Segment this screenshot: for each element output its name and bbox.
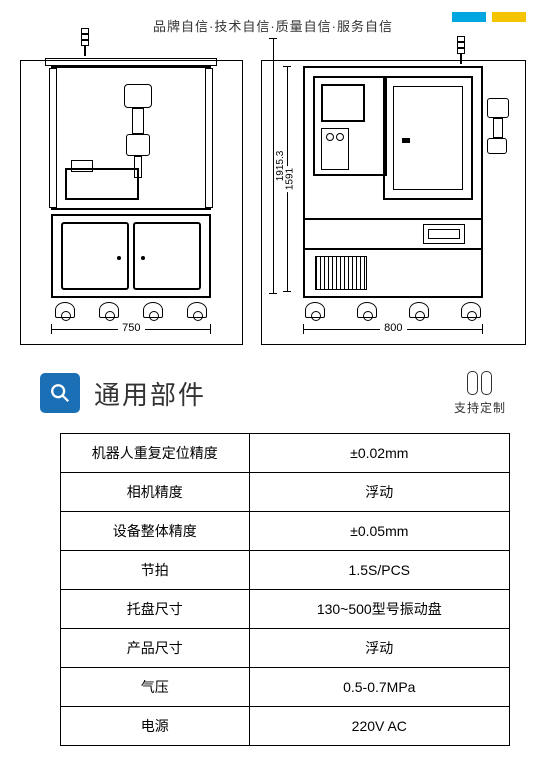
dimension-width-left: 750 <box>51 322 211 340</box>
table-row: 节拍1.5S/PCS <box>61 551 510 590</box>
table-row: 托盘尺寸130~500型号振动盘 <box>61 590 510 629</box>
spec-value: ±0.02mm <box>249 434 509 473</box>
spec-value: 1.5S/PCS <box>249 551 509 590</box>
dimension-height-inner: 1591 <box>277 66 297 292</box>
spec-key: 相机精度 <box>61 473 250 512</box>
diagram-row: 750 1915.3 1591 <box>0 46 546 355</box>
stack-light-icon <box>457 36 465 60</box>
table-row: 产品尺寸浮动 <box>61 629 510 668</box>
worktable-icon <box>65 168 139 200</box>
table-row: 设备整体精度±0.05mm <box>61 512 510 551</box>
table-row: 气压0.5-0.7MPa <box>61 668 510 707</box>
control-buttons-icon <box>321 128 349 170</box>
spec-key: 机器人重复定位精度 <box>61 434 250 473</box>
pendant-icon <box>423 224 465 244</box>
spec-value: 浮动 <box>249 629 509 668</box>
spec-table: 机器人重复定位精度±0.02mm相机精度浮动设备整体精度±0.05mm节拍1.5… <box>60 433 510 746</box>
customization-badge: 支持定制 <box>454 371 506 416</box>
diagram-left-box: 750 <box>20 60 243 345</box>
robot-arm-icon <box>124 84 154 174</box>
spec-value: 220V AC <box>249 707 509 746</box>
spec-key: 气压 <box>61 668 250 707</box>
machine-drawing-1: 750 <box>51 58 211 318</box>
robot-arm-icon <box>481 98 511 156</box>
spec-value: 浮动 <box>249 473 509 512</box>
spec-key: 设备整体精度 <box>61 512 250 551</box>
caster-wheel-icon <box>461 302 481 318</box>
table-row: 相机精度浮动 <box>61 473 510 512</box>
table-row: 电源220V AC <box>61 707 510 746</box>
machine-drawing-2: 1915.3 1591 <box>303 66 483 318</box>
spec-value: ±0.05mm <box>249 512 509 551</box>
section-heading-row: 通用部件 支持定制 <box>0 355 546 419</box>
cabinet-door-icon <box>61 222 129 290</box>
enclosure-door-icon <box>383 76 473 200</box>
search-icon <box>40 373 80 413</box>
cabinet-door-icon <box>133 222 201 290</box>
spec-key: 托盘尺寸 <box>61 590 250 629</box>
spec-key: 产品尺寸 <box>61 629 250 668</box>
hmi-screen-icon <box>321 84 365 122</box>
capsule-icon <box>454 371 506 395</box>
caster-wheel-icon <box>409 302 429 318</box>
caster-wheel-icon <box>143 302 163 318</box>
dimension-width-right: 800 <box>303 322 483 340</box>
vent-grille-icon <box>315 256 367 290</box>
spec-value: 130~500型号振动盘 <box>249 590 509 629</box>
diagram-right-box: 1915.3 1591 <box>261 60 526 345</box>
stack-light-icon <box>81 28 89 52</box>
customization-label: 支持定制 <box>454 399 506 416</box>
spec-table-wrap: 机器人重复定位精度±0.02mm相机精度浮动设备整体精度±0.05mm节拍1.5… <box>0 419 546 770</box>
caster-wheel-icon <box>55 302 75 318</box>
caster-wheel-icon <box>305 302 325 318</box>
caster-wheel-icon <box>187 302 207 318</box>
spec-value: 0.5-0.7MPa <box>249 668 509 707</box>
spec-key: 电源 <box>61 707 250 746</box>
table-row: 机器人重复定位精度±0.02mm <box>61 434 510 473</box>
control-panel-icon <box>313 76 387 176</box>
section-title: 通用部件 <box>94 375 206 412</box>
spec-key: 节拍 <box>61 551 250 590</box>
tagline-text: 品牌自信·技术自信·质量自信·服务自信 <box>153 16 393 35</box>
caster-wheel-icon <box>99 302 119 318</box>
brand-stripe <box>452 12 526 22</box>
caster-wheel-icon <box>357 302 377 318</box>
